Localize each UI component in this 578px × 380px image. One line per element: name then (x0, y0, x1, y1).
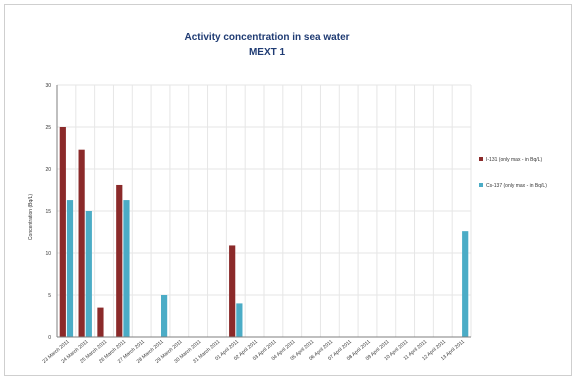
y-tick-label: 10 (45, 251, 51, 257)
bar-series-1-cat-5 (161, 295, 168, 337)
grid-layer (56, 84, 472, 338)
y-tick-label: 25 (45, 125, 51, 131)
bar-series-0-cat-9 (229, 245, 236, 337)
legend-label-0: I-131 (only max - in Bq/L) (486, 157, 542, 163)
y-tick-label: 15 (45, 209, 51, 215)
bar-series-1-cat-1 (85, 211, 92, 337)
bars-layer (59, 127, 469, 337)
y-tick-label: 5 (48, 293, 51, 299)
bar-series-1-cat-21 (462, 231, 469, 337)
y-tick-label: 30 (45, 83, 51, 89)
chart-svg: Activity concentration in sea water MEXT… (28, 32, 547, 365)
chart-subtitle: MEXT 1 (249, 47, 286, 58)
bar-series-0-cat-1 (78, 149, 85, 337)
bar-series-0-cat-3 (116, 184, 123, 337)
chart-title: Activity concentration in sea water (184, 32, 349, 43)
bar-series-0-cat-0 (59, 127, 66, 337)
y-tick-label: 20 (45, 167, 51, 173)
legend-label-1: Cs-137 (only max - in Bq/L) (486, 183, 547, 189)
chart-frame: Activity concentration in sea water MEXT… (4, 4, 572, 376)
legend-swatch-1 (479, 183, 483, 187)
bar-series-1-cat-9 (236, 303, 243, 337)
legend-swatch-0 (479, 157, 483, 161)
y-axis-label: Concentration (Bq/L) (28, 194, 34, 240)
legend: I-131 (only max - in Bq/L) Cs-137 (only m… (479, 157, 547, 189)
y-tick-label: 0 (48, 335, 51, 341)
bar-series-1-cat-0 (66, 200, 74, 337)
bar-series-1-cat-3 (123, 200, 130, 337)
bar-series-0-cat-2 (97, 307, 104, 337)
